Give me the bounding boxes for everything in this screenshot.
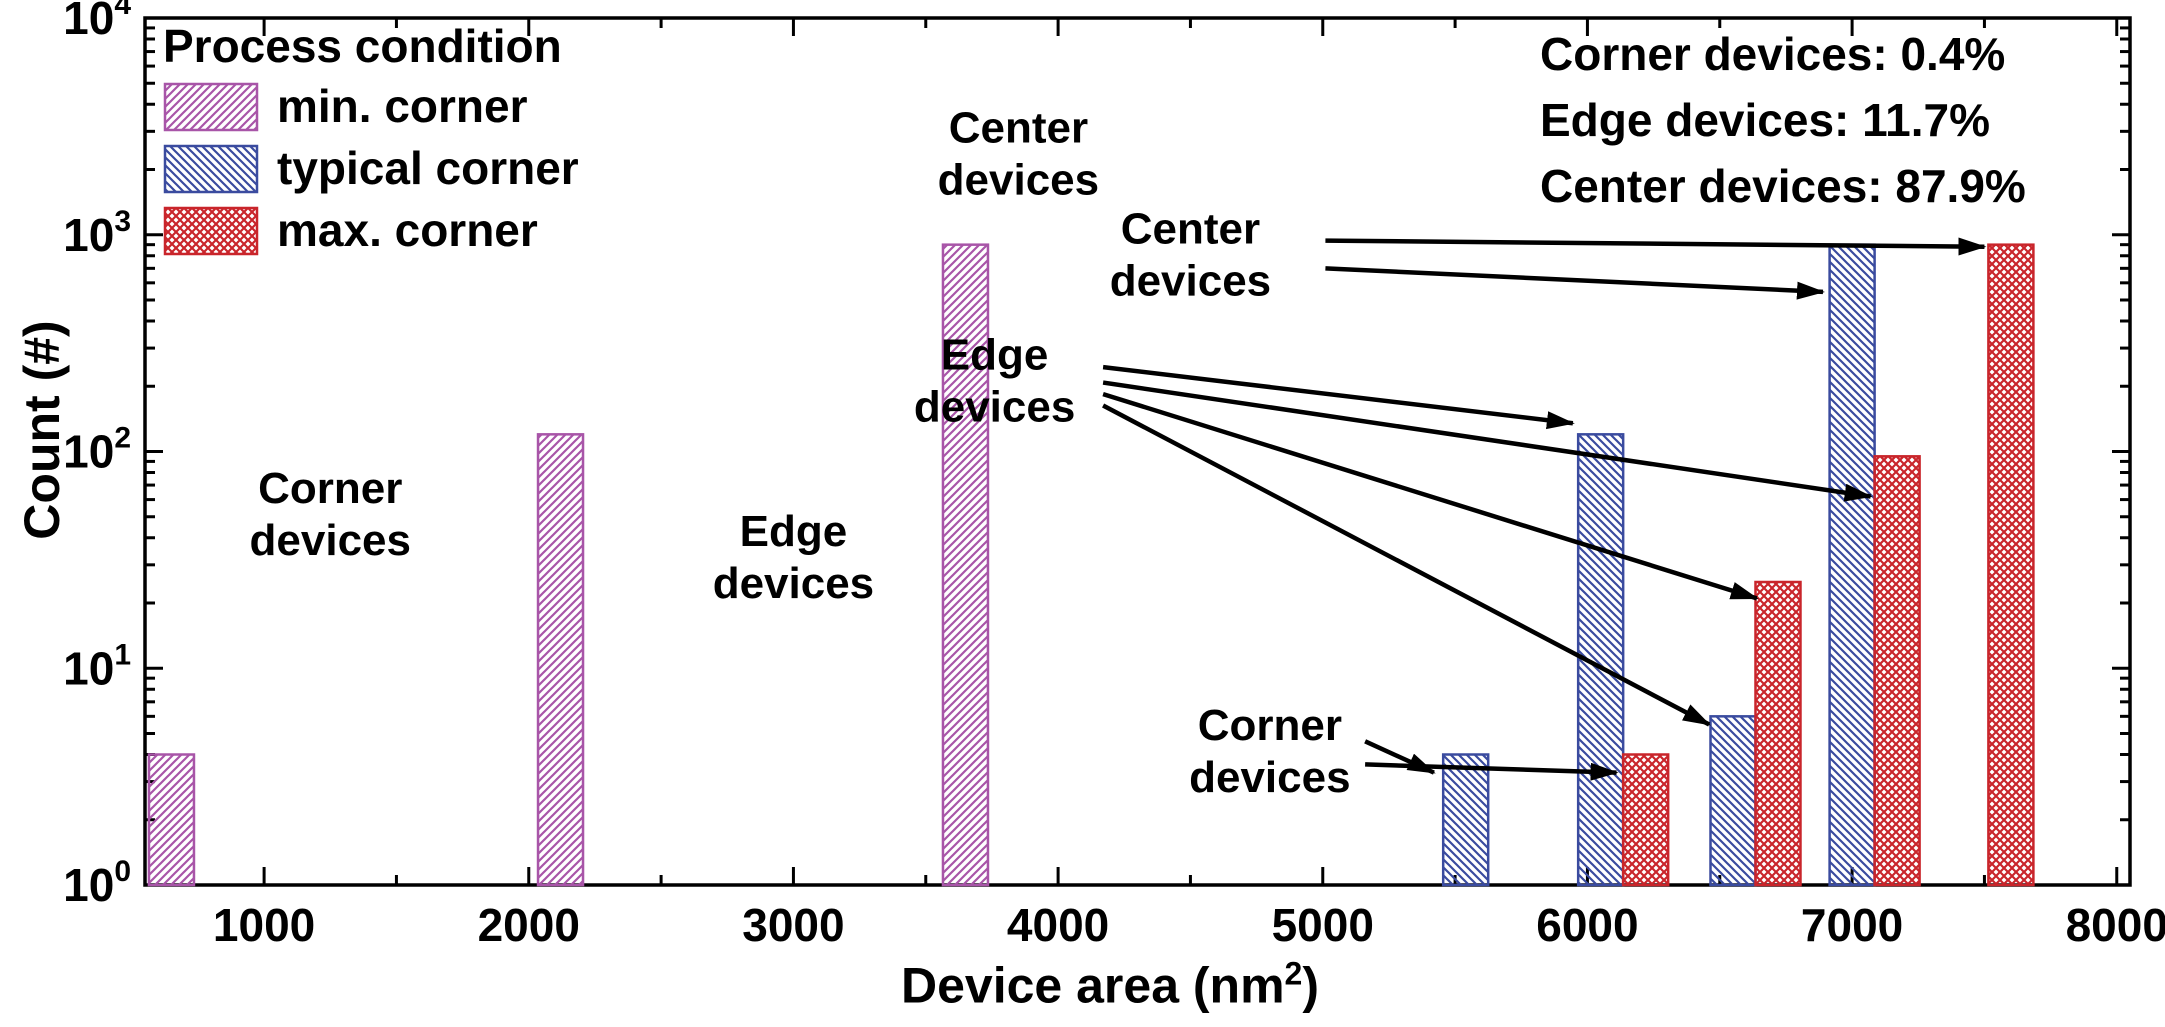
y-tick-label-10e4: 104 (63, 0, 131, 44)
x-tick-label-6000: 6000 (1536, 899, 1638, 951)
edge-devices-right-arrow-0 (1102, 364, 1575, 430)
legend-swatch-2 (163, 206, 259, 256)
edge-devices-min-label-line-0: Edge (740, 507, 848, 556)
stats-line-2: Center devices: 87.9% (1540, 160, 2026, 212)
center-devices-right-arrow-0 (1325, 237, 1987, 256)
center-devices-min-label-line-1: devices (938, 155, 1099, 204)
legend: Process condition min. corner typical corn… (163, 20, 579, 256)
edge-devices-right-label-line-1: devices (914, 382, 1075, 431)
bar-min-corner-2120 (536, 433, 585, 887)
y-tick-label-10e0: 100 (63, 855, 131, 911)
legend-label-1: typical corner (277, 142, 579, 194)
bar-max-corner-6220 (1621, 753, 1670, 887)
y-tick-label-10e3: 103 (63, 205, 131, 261)
x-tick-label-5000: 5000 (1272, 899, 1374, 951)
x-tick-label-3000: 3000 (742, 899, 844, 951)
bar-min-corner-3650 (941, 243, 990, 887)
stats-line-0: Corner devices: 0.4% (1540, 28, 2005, 80)
stats-line-1: Edge devices: 11.7% (1540, 94, 1990, 146)
legend-swatch-1 (163, 144, 259, 194)
edge-devices-right-arrow-1 (1102, 380, 1873, 502)
bar-max-corner-6720 (1754, 580, 1802, 887)
y-axis-title: Count (#) (14, 320, 70, 540)
x-axis-title-suffix: ) (1302, 957, 1319, 1014)
y-tick-label-10e2: 102 (63, 422, 131, 478)
corner-devices-right-label-line-0: Corner (1198, 701, 1342, 750)
center-devices-right-label-line-0: Center (1121, 204, 1260, 253)
legend-swatch-0 (163, 82, 259, 132)
corner-devices-min-label-line-1: devices (250, 516, 411, 565)
legend-label-0: min. corner (277, 80, 528, 132)
x-tick-label-1000: 1000 (213, 899, 315, 951)
edge-devices-right-label-line-0: Edge (941, 330, 1049, 379)
bar-typical-corner-5540 (1441, 753, 1490, 887)
center-devices-right-label-line-1: devices (1110, 256, 1271, 305)
x-tick-label-2000: 2000 (478, 899, 580, 951)
x-axis-title-text: Device area (nm (901, 957, 1285, 1014)
x-axis-title: Device area (nm2) (901, 956, 1319, 1015)
x-axis-title-superscript: 2 (1284, 955, 1303, 992)
stats-block: Corner devices: 0.4% Edge devices: 11.7% C… (1540, 28, 2026, 212)
x-tick-label-8000: 8000 (2066, 899, 2165, 951)
x-tick-label-4000: 4000 (1007, 899, 1109, 951)
bar-max-corner-7170 (1873, 455, 1921, 887)
edge-devices-right-arrow-2 (1102, 391, 1759, 601)
corner-devices-right-label-line-1: devices (1189, 753, 1350, 802)
edge-devices-min-label-line-1: devices (713, 559, 874, 608)
edge-devices-right-arrow-3 (1102, 403, 1711, 727)
x-tick-label-7000: 7000 (1801, 899, 1903, 951)
bar-max-corner-7600 (1987, 243, 2035, 887)
bar-typical-corner-6550 (1709, 715, 1757, 887)
bars (147, 243, 2035, 887)
corner-devices-right-arrow-1 (1365, 762, 1619, 781)
center-devices-min-label-line-0: Center (949, 103, 1088, 152)
center-devices-right-arrow-1 (1325, 266, 1825, 300)
bar-min-corner-650 (147, 753, 196, 887)
legend-label-2: max. corner (277, 204, 538, 256)
bar-typical-corner-7000 (1828, 243, 1876, 887)
y-tick-label-10e1: 101 (63, 638, 131, 694)
legend-title: Process condition (163, 20, 562, 72)
corner-devices-min-label-line-0: Corner (258, 464, 402, 513)
